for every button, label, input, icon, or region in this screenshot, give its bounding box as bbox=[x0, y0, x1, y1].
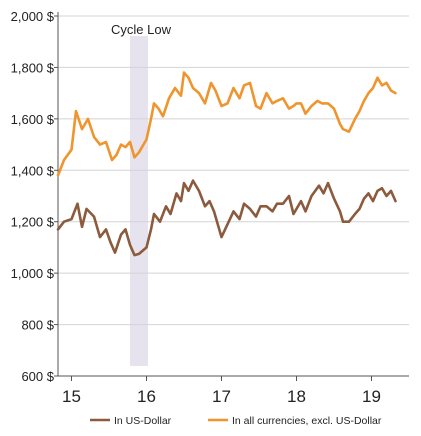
x-tick-label: 16 bbox=[137, 387, 156, 406]
x-tick-label: 15 bbox=[62, 387, 81, 406]
y-tick-label: 800 $ bbox=[21, 318, 54, 333]
y-tick-label: 1,000 $ bbox=[11, 266, 55, 281]
x-tick-label: 17 bbox=[212, 387, 231, 406]
y-tick-label: 600 $ bbox=[21, 369, 54, 384]
y-tick-label: 1,200 $ bbox=[11, 215, 55, 230]
y-tick-label: 1,400 $ bbox=[11, 163, 55, 178]
y-tick-label: 2,000 $ bbox=[11, 9, 55, 24]
series-line-other-currencies bbox=[56, 71, 397, 177]
series-line-usd bbox=[56, 179, 397, 257]
cycle-low-band bbox=[130, 36, 148, 366]
cycle-low-label: Cycle Low bbox=[111, 22, 172, 37]
y-tick-label: 1,800 $ bbox=[11, 60, 55, 75]
x-tick-label: 19 bbox=[362, 387, 381, 406]
y-tick-label: 1,600 $ bbox=[11, 112, 55, 127]
x-tick-label: 18 bbox=[287, 387, 306, 406]
legend-label: In all currencies, excl. US-Dollar bbox=[232, 415, 382, 427]
legend-label: In US-Dollar bbox=[114, 415, 172, 427]
